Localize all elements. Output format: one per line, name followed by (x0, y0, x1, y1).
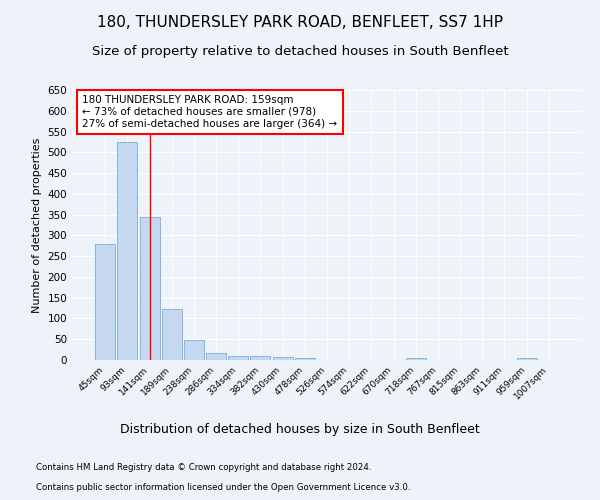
Bar (272, 357, 293, 360)
Text: Distribution of detached houses by size in South Benfleet: Distribution of detached houses by size … (120, 422, 480, 436)
Text: Size of property relative to detached houses in South Benfleet: Size of property relative to detached ho… (92, 45, 508, 58)
Bar (295, 358, 315, 360)
Text: 180, THUNDERSLEY PARK ROAD, BENFLEET, SS7 1HP: 180, THUNDERSLEY PARK ROAD, BENFLEET, SS… (97, 15, 503, 30)
Text: Contains public sector information licensed under the Open Government Licence v3: Contains public sector information licen… (36, 484, 410, 492)
Y-axis label: Number of detached properties: Number of detached properties (32, 138, 42, 312)
Text: 180 THUNDERSLEY PARK ROAD: 159sqm
← 73% of detached houses are smaller (978)
27%: 180 THUNDERSLEY PARK ROAD: 159sqm ← 73% … (82, 96, 337, 128)
Bar (140, 216, 160, 360)
Bar (517, 358, 536, 360)
Bar (250, 356, 271, 360)
Bar (406, 358, 426, 360)
Bar (228, 356, 248, 360)
Text: Contains HM Land Registry data © Crown copyright and database right 2024.: Contains HM Land Registry data © Crown c… (36, 464, 371, 472)
Bar (118, 142, 137, 360)
Bar (162, 310, 182, 360)
Bar (206, 353, 226, 360)
Bar (95, 244, 115, 360)
Bar (184, 340, 204, 360)
